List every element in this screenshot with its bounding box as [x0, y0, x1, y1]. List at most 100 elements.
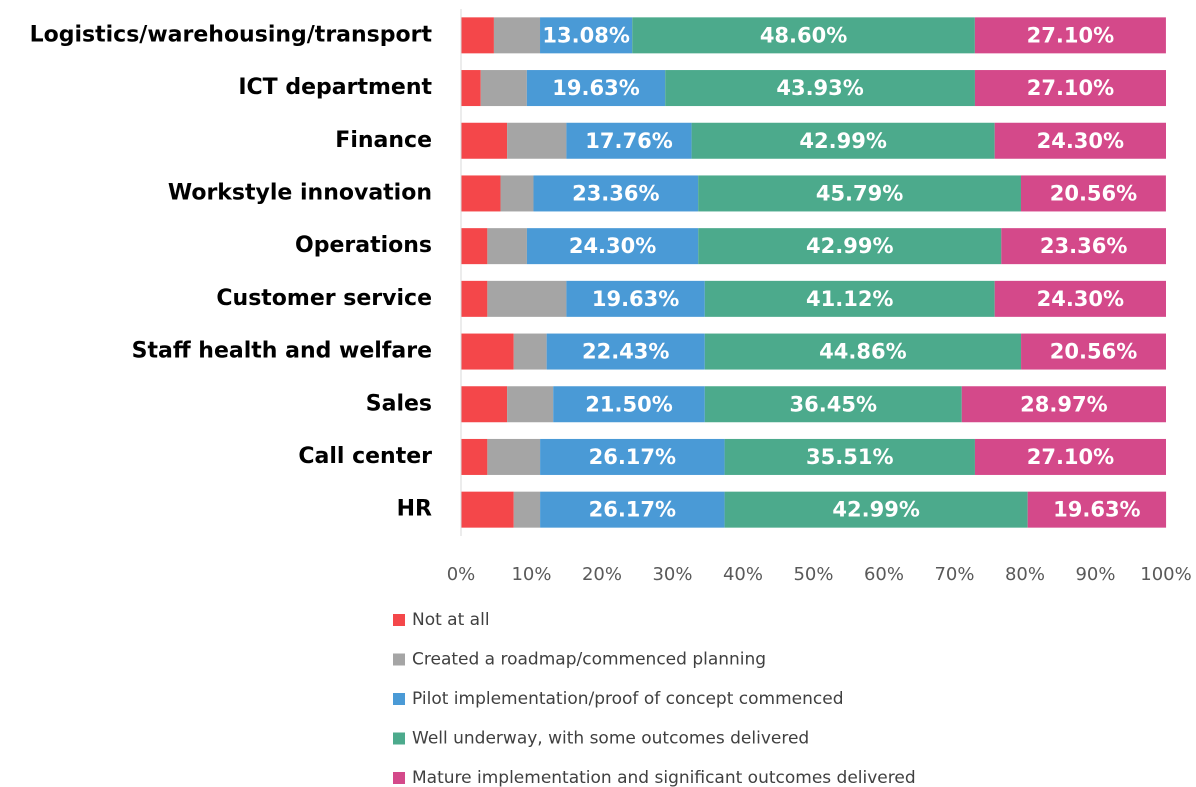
bar-segment: [974, 17, 1166, 54]
category-label: ICT department: [238, 75, 432, 100]
legend-label: Well underway, with some outcomes delive…: [412, 729, 809, 749]
bar-segment: [540, 17, 633, 54]
bar-segment: [724, 491, 1028, 528]
bar-segment: [461, 122, 508, 159]
bar-segment: [461, 228, 488, 265]
category-label: Operations: [295, 233, 432, 258]
bar-segment: [507, 122, 567, 159]
data-label: 45.79%: [816, 181, 903, 205]
data-label: 36.45%: [790, 392, 877, 416]
bar-segment: [994, 280, 1166, 317]
category-label: Workstyle innovation: [168, 180, 432, 205]
bar-segment: [461, 333, 514, 370]
data-label: 17.76%: [585, 129, 672, 153]
x-tick-label: 60%: [864, 564, 904, 585]
data-label: 42.99%: [806, 234, 893, 258]
legend-label: Mature implementation and significant ou…: [412, 768, 916, 787]
x-tick-label: 50%: [793, 564, 833, 585]
bar-segment: [704, 280, 995, 317]
bar-segment: [487, 280, 567, 317]
bar-segment: [461, 491, 514, 528]
category-label: Staff health and welfare: [132, 339, 432, 364]
data-label: 41.12%: [806, 287, 893, 311]
legend-label: Not at all: [412, 610, 490, 630]
bar-segment: [526, 228, 699, 265]
legend-swatch: [393, 614, 405, 626]
bar-segment: [540, 491, 725, 528]
category-label: HR: [397, 497, 432, 522]
data-label: 23.36%: [1040, 234, 1127, 258]
data-label: 21.50%: [585, 392, 672, 416]
category-label: Customer service: [216, 286, 432, 311]
bar-segment: [974, 438, 1166, 475]
data-label: 19.63%: [592, 287, 679, 311]
data-label: 20.56%: [1050, 340, 1137, 364]
bar-segment: [961, 386, 1166, 423]
bar-segment: [461, 70, 481, 107]
x-tick-label: 10%: [511, 564, 551, 585]
data-label: 43.93%: [776, 76, 863, 100]
data-label: 35.51%: [806, 445, 893, 469]
bar-segment: [704, 333, 1022, 370]
data-label: 24.30%: [569, 234, 656, 258]
bar-segment: [974, 70, 1166, 107]
bar-segment: [1001, 228, 1166, 265]
bar-segment: [1027, 491, 1167, 528]
bar-segment: [461, 17, 494, 54]
bar-segment: [553, 386, 705, 423]
data-label: 27.10%: [1027, 76, 1114, 100]
data-label: 26.17%: [589, 445, 676, 469]
bar-segment: [461, 438, 488, 475]
data-label: 19.63%: [1053, 498, 1140, 522]
category-label: Finance: [335, 128, 432, 153]
data-label: 27.10%: [1027, 23, 1114, 47]
data-label: 13.08%: [542, 23, 629, 47]
data-label: 19.63%: [552, 76, 639, 100]
bar-segment: [507, 386, 554, 423]
bar-segment: [632, 17, 975, 54]
bar-segment: [1021, 333, 1166, 370]
legend-swatch: [393, 693, 405, 705]
data-label: 42.99%: [832, 498, 919, 522]
data-label: 23.36%: [572, 181, 659, 205]
bar-segment: [691, 122, 995, 159]
bar-segment: [665, 70, 975, 107]
bar-segment: [487, 228, 527, 265]
x-tick-label: 80%: [1005, 564, 1045, 585]
bar-segment: [513, 333, 547, 370]
legend-swatch: [393, 772, 405, 784]
legend-swatch: [393, 653, 405, 666]
bar-segment: [461, 386, 508, 423]
x-tick-label: 30%: [652, 564, 692, 585]
bar-segment: [500, 175, 534, 212]
bar-segment: [546, 333, 705, 370]
data-label: 26.17%: [589, 498, 676, 522]
x-tick-label: 40%: [723, 564, 763, 585]
data-label: 24.30%: [1037, 287, 1124, 311]
legend-label: Created a roadmap/commenced planning: [412, 650, 766, 670]
x-tick-label: 90%: [1075, 564, 1115, 585]
category-label: Logistics/warehousing/transport: [30, 22, 433, 47]
x-tick-label: 20%: [582, 564, 622, 585]
bar-segment: [704, 386, 962, 423]
category-label: Sales: [366, 391, 432, 416]
data-label: 48.60%: [760, 23, 847, 47]
bar-segment: [526, 70, 666, 107]
data-label: 44.86%: [819, 340, 906, 364]
category-label: Call center: [298, 444, 432, 469]
data-label: 20.56%: [1050, 181, 1137, 205]
bar-segment: [461, 175, 501, 212]
bar-segment: [487, 438, 541, 475]
bar-segment: [493, 17, 541, 54]
bar-segment: [566, 280, 705, 317]
x-tick-label: 100%: [1140, 564, 1191, 585]
bar-segment: [461, 280, 488, 317]
data-label: 28.97%: [1020, 392, 1107, 416]
bar-segment: [566, 122, 692, 159]
bar-segment: [1020, 175, 1166, 212]
data-label: 42.99%: [799, 129, 886, 153]
bar-segment: [994, 122, 1166, 159]
x-tick-label: 70%: [934, 564, 974, 585]
data-label: 24.30%: [1037, 129, 1124, 153]
